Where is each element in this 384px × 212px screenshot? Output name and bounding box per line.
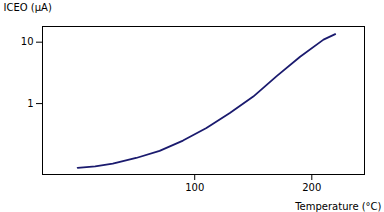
svg-text:Temperature (°C): Temperature (°C) [294,201,381,212]
svg-text:100: 100 [185,182,204,193]
svg-text:10: 10 [21,36,34,47]
svg-text:ICEO (μA): ICEO (μA) [4,2,52,13]
svg-text:1: 1 [27,98,33,109]
svg-text:200: 200 [302,182,321,193]
